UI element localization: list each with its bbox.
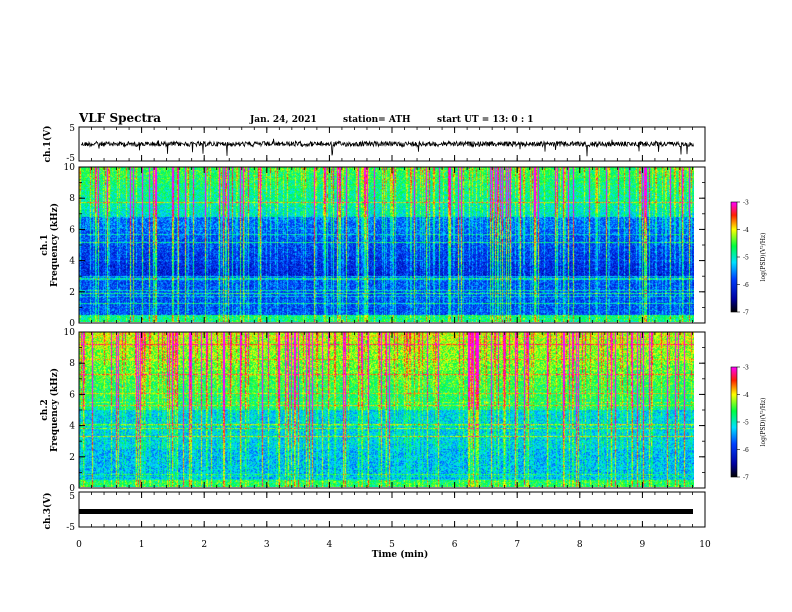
colorbar-tick-label: -3: [743, 365, 749, 372]
ch1-ytick-top: 5: [69, 124, 75, 134]
time-tick-label: 8: [577, 540, 583, 550]
ch3-ytick-bottom: -5: [66, 523, 75, 533]
freq-tick-label: 6: [69, 225, 75, 235]
time-axis-tick-labels: 0 1 2 3 4 5 6 7 8 9 10: [76, 540, 711, 550]
ch1-colorbar-ticks: -3 -4 -5 -6 -7: [737, 200, 749, 317]
ch2-spectrogram-panel: 0 2 4 6 8 10 ch.2 Frequency (kHz): [40, 328, 706, 494]
time-tick-label: 7: [514, 540, 520, 550]
colorbar-tick-label: -5: [743, 420, 749, 427]
ch2-colorbar: -3 -4 -5 -6 -7 log(PSD)(V²/Hz): [730, 365, 767, 482]
time-tick-marks: [78, 127, 706, 527]
time-tick-label: 6: [452, 540, 458, 550]
time-tick-label: 1: [139, 540, 145, 550]
figure-station: station= ATH: [343, 115, 411, 125]
figure-title: VLF Spectra: [78, 111, 161, 125]
ch1-ytick-bottom: -5: [66, 154, 75, 164]
ch1-waveform-line: [80, 138, 694, 157]
colorbar-tick-label: -3: [743, 200, 749, 207]
freq-tick-label: 8: [69, 194, 75, 204]
freq-tick-label: 2: [69, 453, 75, 463]
ch3-waveform-ylabel: ch.3(V): [42, 493, 53, 530]
ch3-ytick-top: 5: [69, 492, 75, 502]
time-tick-label: 0: [76, 540, 82, 550]
freq-tick-label: 10: [64, 163, 76, 173]
colorbar-tick-label: -7: [743, 310, 749, 317]
time-tick-label: 2: [201, 540, 207, 550]
freq-tick-label: 0: [69, 319, 75, 329]
ch2-spectrogram-ylabel-frequency: Frequency (kHz): [49, 368, 60, 452]
ch1-spectrogram-ylabel-frequency: Frequency (kHz): [49, 203, 60, 287]
time-tick-label: 9: [640, 540, 646, 550]
time-tick-label: 3: [264, 540, 270, 550]
freq-tick-label: 10: [64, 328, 76, 338]
ch1-colorbar-gradient: [730, 201, 738, 313]
ch2-spectrogram-image: [79, 332, 694, 487]
time-axis-label: Time (min): [372, 549, 429, 560]
figure-start-time: start UT = 13: 0 : 1: [437, 115, 534, 125]
ch1-waveform-ylabel: ch.1(V): [42, 126, 53, 163]
ch3-waveform-line: [79, 509, 693, 514]
colorbar-tick-label: -6: [743, 282, 749, 289]
ch1-colorbar-label: log(PSD)(V²/Hz): [760, 233, 767, 282]
colorbar-tick-label: -7: [743, 475, 749, 482]
time-tick-label: 10: [699, 540, 711, 550]
freq-tick-label: 6: [69, 390, 75, 400]
freq-tick-label: 8: [69, 359, 75, 369]
colorbar-tick-label: -4: [743, 392, 749, 399]
freq-tick-label: 2: [69, 288, 75, 298]
ch2-colorbar-gradient: [730, 366, 738, 478]
figure-date: Jan. 24, 2021: [249, 115, 317, 125]
freq-tick-label: 4: [69, 257, 75, 267]
colorbar-tick-label: -5: [743, 255, 749, 262]
time-tick-label: 5: [389, 540, 395, 550]
freq-tick-label: 4: [69, 422, 75, 432]
ch1-spectrogram-image: [79, 167, 694, 322]
ch2-spectrogram-yticks: 0 2 4 6 8 10: [64, 328, 705, 494]
ch1-colorbar: -3 -4 -5 -6 -7 log(PSD)(V²/Hz): [730, 200, 767, 317]
ch1-spectrogram-panel: 0 2 4 6 8 10 ch.1 Frequency (kHz): [40, 163, 706, 329]
freq-tick-label: 0: [69, 484, 75, 494]
colorbar-tick-label: -4: [743, 227, 749, 234]
ch1-spectrogram-ylabel-channel: ch.1: [40, 234, 50, 255]
ch2-colorbar-label: log(PSD)(V²/Hz): [760, 398, 767, 447]
colorbar-tick-label: -6: [743, 447, 749, 454]
time-tick-label: 4: [327, 540, 333, 550]
ch2-colorbar-ticks: -3 -4 -5 -6 -7: [737, 365, 749, 482]
ch2-spectrogram-ylabel-channel: ch.2: [40, 399, 50, 420]
